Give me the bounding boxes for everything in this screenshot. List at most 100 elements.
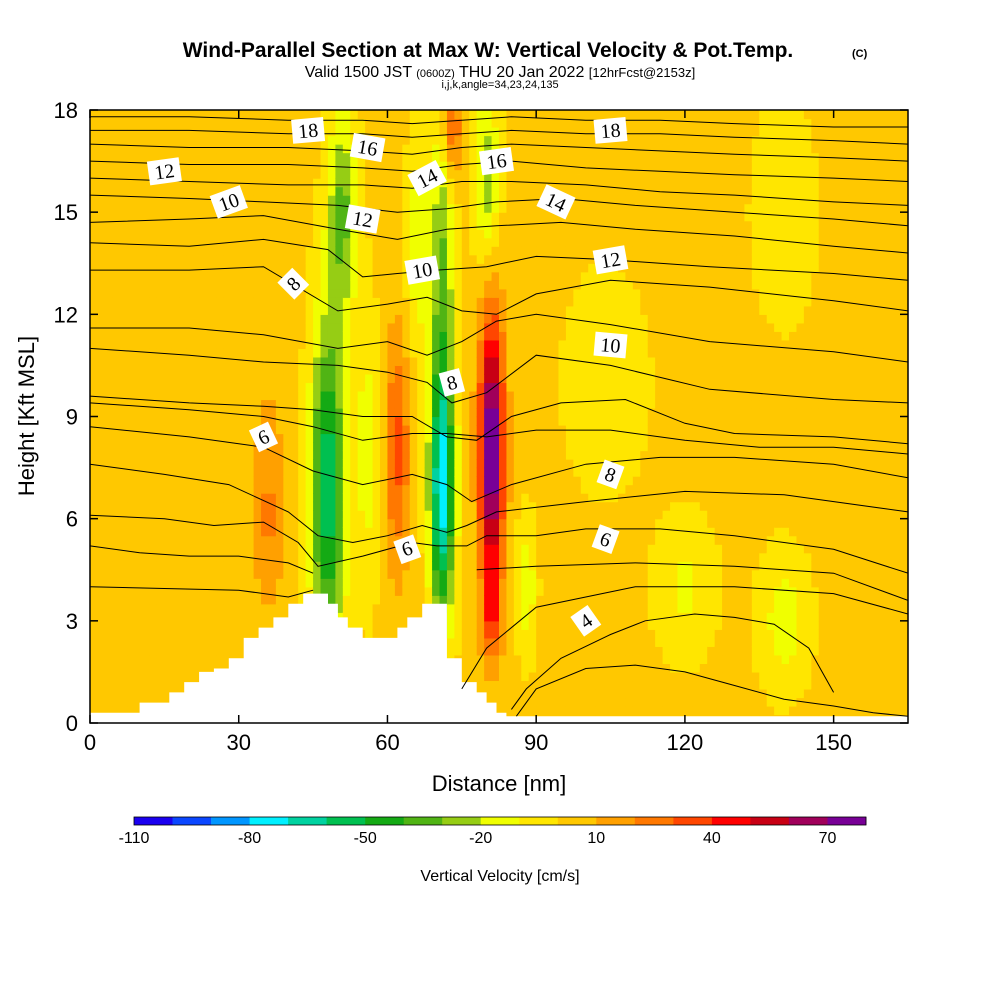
velocity-cell — [127, 152, 136, 162]
velocity-cell — [573, 127, 582, 137]
velocity-cell — [164, 518, 173, 528]
subtitle-utc: (0600Z) — [416, 68, 455, 80]
velocity-cell — [365, 484, 374, 494]
velocity-cell — [521, 518, 530, 528]
velocity-cell — [305, 416, 314, 426]
velocity-cell — [499, 127, 508, 137]
velocity-cell — [350, 161, 359, 171]
velocity-cell — [112, 493, 121, 503]
velocity-cell — [484, 288, 493, 298]
velocity-cell — [417, 220, 426, 230]
velocity-cell — [186, 484, 195, 494]
velocity-cell — [283, 382, 292, 392]
velocity-cell — [127, 552, 136, 562]
velocity-cell — [491, 212, 500, 222]
velocity-cell — [461, 203, 470, 213]
velocity-cell — [528, 263, 537, 273]
velocity-cell — [231, 161, 240, 171]
velocity-cell — [327, 450, 336, 460]
velocity-cell — [536, 544, 545, 554]
velocity-cell — [253, 186, 262, 196]
velocity-cell — [290, 382, 299, 392]
velocity-cell — [402, 612, 411, 622]
velocity-cell — [149, 390, 158, 401]
velocity-cell — [231, 152, 240, 162]
velocity-cell — [499, 322, 508, 332]
velocity-cell — [551, 118, 560, 128]
velocity-cell — [580, 450, 589, 460]
velocity-cell — [268, 144, 277, 154]
velocity-cell — [513, 135, 522, 145]
velocity-cell — [112, 305, 121, 315]
velocity-cell — [201, 646, 210, 656]
velocity-cell — [119, 467, 128, 477]
velocity-cell — [380, 348, 389, 358]
velocity-cell — [97, 135, 106, 145]
velocity-cell — [603, 620, 612, 630]
velocity-cell — [127, 416, 136, 426]
velocity-cell — [97, 118, 106, 128]
velocity-cell — [513, 688, 522, 699]
velocity-cell — [588, 518, 597, 528]
velocity-cell — [134, 399, 143, 409]
velocity-cell — [313, 237, 322, 247]
velocity-cell — [298, 203, 307, 213]
velocity-cell — [409, 246, 418, 256]
velocity-cell — [238, 135, 247, 145]
velocity-cell — [298, 322, 307, 332]
velocity-cell — [194, 612, 203, 622]
velocity-cell — [342, 305, 351, 315]
velocity-cell — [409, 493, 418, 503]
velocity-cell — [186, 297, 195, 307]
velocity-cell — [231, 144, 240, 154]
velocity-cell — [432, 450, 441, 460]
velocity-cell — [231, 459, 240, 469]
velocity-cell — [402, 510, 411, 520]
velocity-cell — [104, 152, 113, 162]
velocity-cell — [298, 237, 307, 247]
velocity-cell — [149, 493, 158, 503]
velocity-cell — [558, 484, 567, 494]
velocity-cell — [179, 646, 188, 656]
velocity-cell — [90, 373, 99, 384]
velocity-cell — [253, 620, 262, 630]
velocity-cell — [365, 501, 374, 511]
velocity-cell — [179, 518, 188, 528]
velocity-cell — [558, 297, 567, 307]
velocity-cell — [320, 314, 329, 324]
velocity-cell — [446, 212, 455, 222]
velocity-cell — [588, 705, 597, 716]
velocity-cell — [558, 476, 567, 486]
velocity-cell — [543, 527, 552, 537]
velocity-cell — [119, 569, 128, 579]
velocity-cell — [372, 484, 381, 494]
velocity-cell — [156, 288, 165, 298]
velocity-cell — [104, 203, 113, 213]
velocity-cell — [142, 442, 151, 452]
velocity-cell — [216, 527, 225, 537]
velocity-cell — [320, 254, 329, 264]
velocity-cell — [149, 229, 158, 239]
velocity-cell — [342, 127, 351, 137]
velocity-cell — [290, 501, 299, 511]
velocity-cell — [327, 535, 336, 545]
velocity-cell — [290, 263, 299, 273]
velocity-cell — [580, 552, 589, 562]
velocity-cell — [357, 195, 366, 205]
velocity-cell — [320, 442, 329, 452]
velocity-cell — [350, 416, 359, 426]
velocity-cell — [446, 561, 455, 571]
velocity-cell — [186, 552, 195, 562]
velocity-cell — [164, 280, 173, 290]
velocity-cell — [595, 356, 604, 367]
velocity-cell — [194, 322, 203, 332]
velocity-cell — [484, 493, 493, 503]
velocity-cell — [171, 595, 180, 605]
velocity-cell — [97, 467, 106, 477]
velocity-cell — [119, 578, 128, 588]
velocity-cell — [90, 220, 99, 230]
velocity-cell — [327, 178, 336, 188]
velocity-cell — [246, 280, 255, 290]
velocity-cell — [506, 569, 515, 579]
velocity-cell — [558, 654, 567, 664]
